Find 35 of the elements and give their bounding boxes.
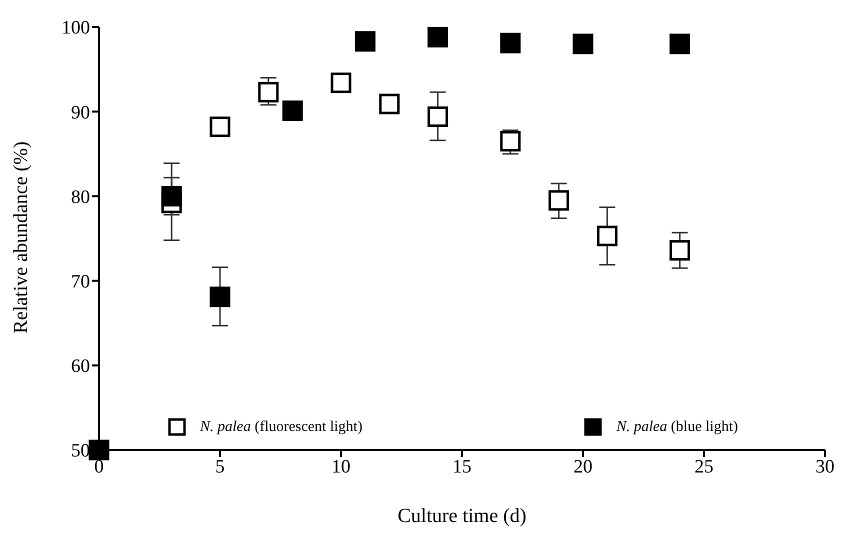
point (330, 72, 352, 94)
point (379, 94, 400, 114)
x-tick-label: 25 (694, 456, 714, 478)
point (210, 286, 230, 308)
y-tick-label: 70 (71, 272, 90, 293)
x-tick-label: 30 (816, 456, 834, 478)
point (258, 82, 279, 102)
point (500, 32, 521, 54)
point (670, 34, 690, 54)
point (500, 130, 521, 152)
point (670, 240, 690, 261)
point (88, 440, 110, 460)
point (161, 186, 182, 206)
x-tick-label: 10 (332, 456, 350, 478)
point (428, 26, 448, 48)
x-tick-label: 0 (94, 456, 104, 478)
y-tick-label: 90 (71, 102, 90, 124)
point (354, 31, 376, 52)
x-tick-label: 15 (452, 456, 472, 478)
legend-label: N. palea (blue light) (616, 418, 738, 436)
x-tick-label: 5 (215, 456, 225, 478)
point (572, 34, 594, 54)
y-tick-label: 80 (71, 186, 90, 208)
x-axis-title: Culture time (d) (398, 505, 526, 527)
point (210, 116, 230, 138)
y-tick-label: 60 (71, 356, 90, 378)
y-axis-title: Relative abundance (%) (10, 141, 32, 334)
y-tick-label: 100 (62, 18, 90, 39)
point (548, 190, 570, 211)
x-tick-label: 20 (574, 456, 592, 478)
point (596, 226, 618, 246)
point (428, 106, 448, 127)
point (282, 100, 303, 122)
legend-label: N. palea (fluorescent light) (200, 418, 362, 436)
y-tick-label: 50 (71, 440, 90, 462)
